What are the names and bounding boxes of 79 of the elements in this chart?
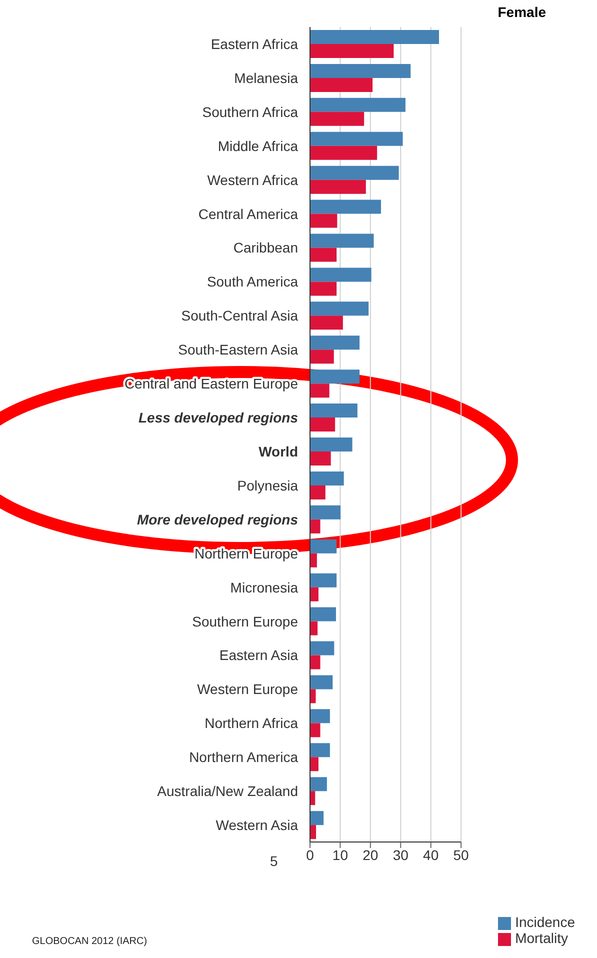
bar xyxy=(310,709,330,724)
y-tick-label: Northern Africa xyxy=(204,715,298,732)
bar xyxy=(310,553,317,568)
bar xyxy=(310,675,333,690)
bar xyxy=(310,112,364,126)
y-tick-label: South-Eastern Asia xyxy=(178,342,298,358)
legend-label: Mortality xyxy=(515,930,568,946)
bar xyxy=(310,44,394,58)
bar xyxy=(310,214,338,228)
bar xyxy=(310,811,324,826)
y-tick-label: More developed regions xyxy=(136,511,298,528)
y-tick-label: Less developed regions xyxy=(138,410,298,426)
bar xyxy=(310,655,320,670)
bar xyxy=(310,350,334,364)
bar xyxy=(310,166,399,180)
bar xyxy=(310,404,358,418)
x-tick-label: 10 xyxy=(332,846,348,863)
bar xyxy=(310,505,341,520)
y-tick-label: Caribbean xyxy=(233,240,298,256)
text: GLOBOCAN 2012 (IARC) xyxy=(32,936,148,947)
bar xyxy=(310,723,320,738)
bar xyxy=(310,641,334,656)
bar xyxy=(310,539,337,554)
bar xyxy=(310,418,336,432)
bar xyxy=(310,452,331,466)
bar xyxy=(310,438,352,452)
bar xyxy=(310,316,343,330)
bar xyxy=(310,519,320,534)
legend-label: Incidence xyxy=(515,914,575,930)
bar xyxy=(310,282,337,296)
y-tick-label: Eastern Africa xyxy=(210,36,298,52)
x-tick-label: 20 xyxy=(362,846,378,863)
bar xyxy=(310,248,337,262)
bar xyxy=(310,607,336,622)
y-tick-label: Southern Africa xyxy=(202,104,298,120)
bar xyxy=(310,370,360,384)
x-tick-label: 0 xyxy=(306,846,314,863)
y-tick-label: Micronesia xyxy=(230,579,298,596)
y-tick-label: World xyxy=(258,443,298,460)
bar xyxy=(310,302,369,316)
y-tick-label: Middle Africa xyxy=(218,138,298,154)
bar xyxy=(310,200,381,214)
bar xyxy=(310,336,360,350)
bar xyxy=(310,621,318,636)
bar xyxy=(310,777,327,792)
x-tick-label: 30 xyxy=(392,846,409,863)
bar xyxy=(310,573,337,588)
bar xyxy=(310,384,330,398)
bar xyxy=(310,30,440,44)
y-tick-label: Western Africa xyxy=(207,172,298,188)
bar xyxy=(310,757,318,772)
bar xyxy=(310,485,326,500)
y-tick-label: Melanesia xyxy=(234,70,298,86)
x-tick-label: 40 xyxy=(423,846,439,863)
bar xyxy=(310,587,318,602)
x-tick-label: 50 xyxy=(453,846,470,863)
bar xyxy=(310,64,411,78)
y-tick-label: Australia/New Zealand xyxy=(157,783,298,800)
y-tick-label: South-Central Asia xyxy=(181,308,298,324)
bar xyxy=(310,471,344,486)
bar xyxy=(310,146,378,160)
y-tick-label: South America xyxy=(206,274,298,290)
bar xyxy=(310,234,374,248)
y-tick-label: Eastern Asia xyxy=(219,647,298,664)
bar xyxy=(310,743,330,758)
bar xyxy=(310,132,403,146)
y-tick-label: Northern America xyxy=(189,749,298,766)
text: 5 xyxy=(270,853,278,869)
y-tick-label: Southern Europe xyxy=(192,613,298,630)
y-tick-label: Western Europe xyxy=(197,681,298,698)
y-tick-label: Western Asia xyxy=(216,817,298,834)
bar xyxy=(310,98,406,112)
bar xyxy=(310,268,372,282)
bar xyxy=(310,825,316,840)
bar xyxy=(310,78,373,92)
y-tick-label: Central America xyxy=(198,206,298,222)
bar xyxy=(310,180,366,194)
text: Female xyxy=(498,4,546,20)
y-tick-label: Polynesia xyxy=(237,477,298,494)
